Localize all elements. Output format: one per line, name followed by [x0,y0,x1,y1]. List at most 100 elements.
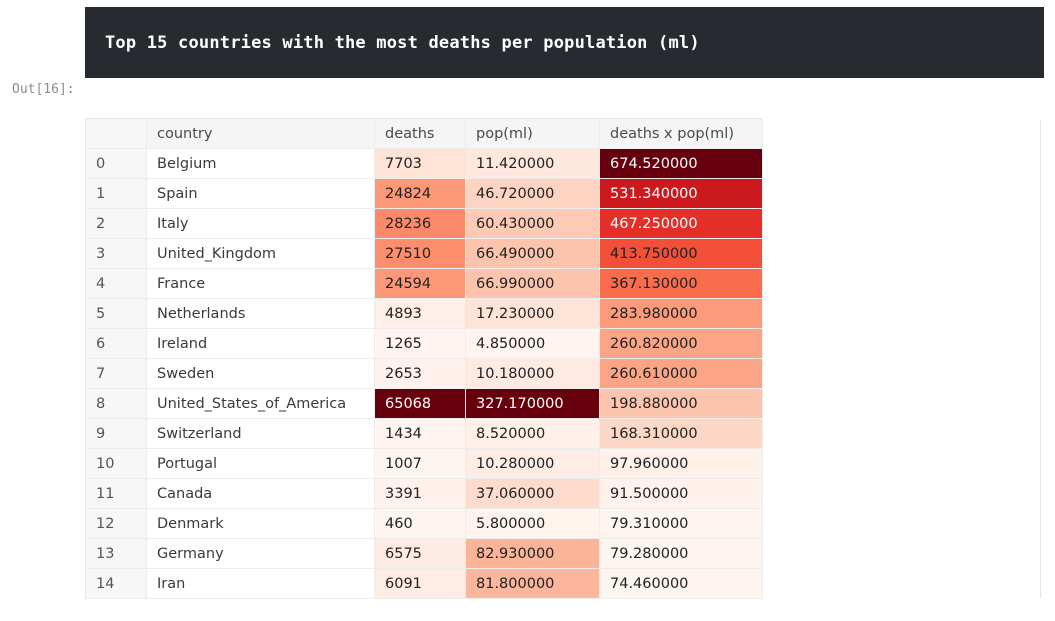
country-cell: Canada [146,478,375,509]
deaths-cell: 65068 [374,388,466,419]
country-cell: Denmark [146,508,375,539]
country-cell: Germany [146,538,375,569]
pop-cell: 8.520000 [465,418,600,449]
deaths-x-pop-cell: 674.520000 [599,148,763,179]
deaths-x-pop-cell: 79.310000 [599,508,763,539]
deaths-cell: 4893 [374,298,466,329]
country-cell: United_States_of_America [146,388,375,419]
table-row: 7 Sweden 2653 10.180000 260.610000 [85,358,763,389]
deaths-cell: 460 [374,508,466,539]
table-row: 8 United_States_of_America 65068 327.170000… [85,388,763,419]
pop-cell: 37.060000 [465,478,600,509]
row-index-cell: 3 [85,238,147,269]
deaths-cell: 2653 [374,358,466,389]
table-row: 14 Iran 6091 81.800000 74.460000 [85,568,763,599]
country-cell: France [146,268,375,299]
country-cell: United_Kingdom [146,238,375,269]
table-row: 10 Portugal 1007 10.280000 97.960000 [85,448,763,479]
output-header-banner: Top 15 countries with the most deaths pe… [85,7,1044,78]
pop-cell: 66.490000 [465,238,600,269]
pop-cell: 10.280000 [465,448,600,479]
deaths-cell: 6091 [374,568,466,599]
deaths-x-pop-cell: 74.460000 [599,568,763,599]
deaths-x-pop-cell: 413.750000 [599,238,763,269]
deaths-cell: 24824 [374,178,466,209]
deaths-cell: 1265 [374,328,466,359]
country-cell: Switzerland [146,418,375,449]
deaths-x-pop-cell: 467.250000 [599,208,763,239]
table-row: 3 United_Kingdom 27510 66.490000 413.750000 [85,238,763,269]
dataframe-table: country deaths pop(ml) deaths x pop(ml) … [85,118,763,599]
deaths-cell: 1434 [374,418,466,449]
table-row: 1 Spain 24824 46.720000 531.340000 [85,178,763,209]
table-row: 0 Belgium 7703 11.420000 674.520000 [85,148,763,179]
pop-cell: 82.930000 [465,538,600,569]
pop-cell: 327.170000 [465,388,600,419]
row-index-cell: 1 [85,178,147,209]
deaths-x-pop-cell: 283.980000 [599,298,763,329]
table-row: 13 Germany 6575 82.930000 79.280000 [85,538,763,569]
pop-cell: 4.850000 [465,328,600,359]
deaths-cell: 3391 [374,478,466,509]
table-row: 4 France 24594 66.990000 367.130000 [85,268,763,299]
header-text: Top 15 countries with the most deaths pe… [105,32,700,53]
country-cell: Netherlands [146,298,375,329]
pop-cell: 46.720000 [465,178,600,209]
table-row: 2 Italy 28236 60.430000 467.250000 [85,208,763,239]
table-row: 9 Switzerland 1434 8.520000 168.310000 [85,418,763,449]
row-index-cell: 11 [85,478,147,509]
row-index-cell: 4 [85,268,147,299]
header-deaths: deaths [374,118,466,149]
table-row: 6 Ireland 1265 4.850000 260.820000 [85,328,763,359]
deaths-cell: 1007 [374,448,466,479]
deaths-x-pop-cell: 168.310000 [599,418,763,449]
row-index-cell: 9 [85,418,147,449]
row-index-cell: 13 [85,538,147,569]
header-deaths-x-pop: deaths x pop(ml) [599,118,763,149]
row-index-cell: 8 [85,388,147,419]
deaths-cell: 7703 [374,148,466,179]
table-header-row: country deaths pop(ml) deaths x pop(ml) [85,118,763,149]
header-pop: pop(ml) [465,118,600,149]
country-cell: Spain [146,178,375,209]
country-cell: Iran [146,568,375,599]
table-row: 12 Denmark 460 5.800000 79.310000 [85,508,763,539]
deaths-cell: 28236 [374,208,466,239]
pop-cell: 5.800000 [465,508,600,539]
deaths-cell: 27510 [374,238,466,269]
row-index-cell: 7 [85,358,147,389]
country-cell: Italy [146,208,375,239]
deaths-x-pop-cell: 531.340000 [599,178,763,209]
row-index-cell: 14 [85,568,147,599]
header-country: country [146,118,375,149]
country-cell: Portugal [146,448,375,479]
pop-cell: 10.180000 [465,358,600,389]
row-index-cell: 0 [85,148,147,179]
deaths-x-pop-cell: 260.820000 [599,328,763,359]
row-index-cell: 5 [85,298,147,329]
row-index-cell: 12 [85,508,147,539]
header-index [85,118,147,149]
deaths-x-pop-cell: 79.280000 [599,538,763,569]
country-cell: Belgium [146,148,375,179]
country-cell: Sweden [146,358,375,389]
table-row: 5 Netherlands 4893 17.230000 283.980000 [85,298,763,329]
cell-divider [1040,120,1041,598]
deaths-x-pop-cell: 367.130000 [599,268,763,299]
deaths-x-pop-cell: 91.500000 [599,478,763,509]
pop-cell: 66.990000 [465,268,600,299]
pop-cell: 11.420000 [465,148,600,179]
deaths-cell: 24594 [374,268,466,299]
table-body: 0 Belgium 7703 11.420000 674.520000 1 Spain 248… [85,148,763,599]
row-index-cell: 2 [85,208,147,239]
pop-cell: 60.430000 [465,208,600,239]
country-cell: Ireland [146,328,375,359]
row-index-cell: 6 [85,328,147,359]
table-row: 11 Canada 3391 37.060000 91.500000 [85,478,763,509]
output-prompt: Out[16]: [12,82,75,97]
row-index-cell: 10 [85,448,147,479]
pop-cell: 81.800000 [465,568,600,599]
pop-cell: 17.230000 [465,298,600,329]
deaths-x-pop-cell: 198.880000 [599,388,763,419]
deaths-x-pop-cell: 260.610000 [599,358,763,389]
